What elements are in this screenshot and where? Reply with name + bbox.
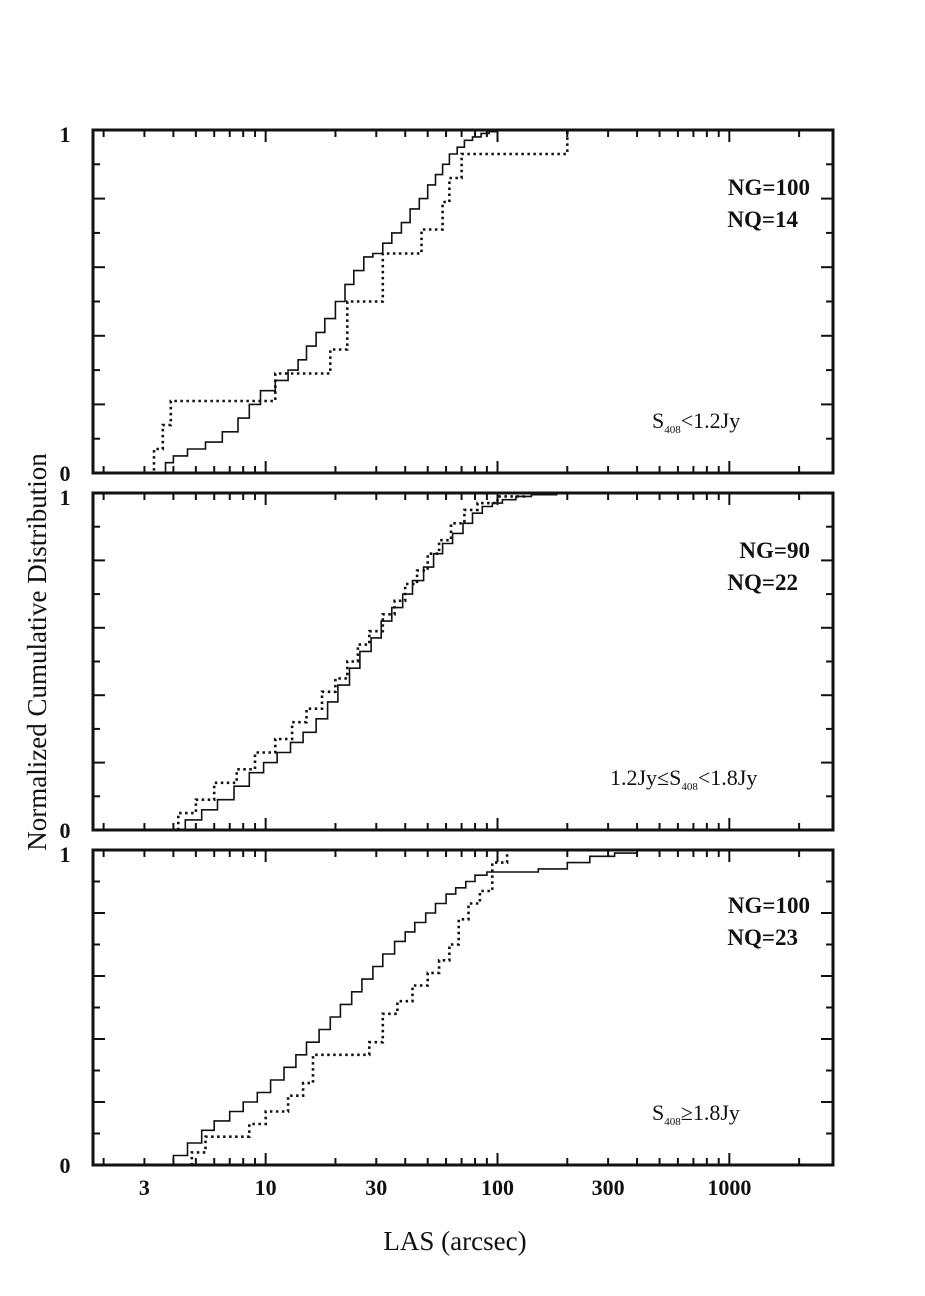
y-tick-label-0: 0 [60,461,71,486]
chart-panel-3: 1 0 NG=100 NQ=23 S408≥1.8Jy [60,842,835,1178]
ng-count-label: NG=90 [739,538,810,563]
x-tick-labels: 3 10 30 100 300 1000 [139,1175,751,1200]
flux-range-label: 1.2Jy≤S408<1.8Jy [610,765,757,793]
chart-panels: 10NG=100NQ=14S408<1.2Jy10NG=90NQ=221.2Jy… [60,122,835,1178]
x-axis-label: LAS (arcsec) [383,1226,526,1256]
flux-range-label: S408≥1.8Jy [652,1100,740,1128]
x-tick-label: 30 [365,1175,387,1200]
y-axis-ticks [93,880,833,1135]
x-tick-label: 1000 [707,1175,751,1200]
nq-count-label: NQ=23 [727,925,798,950]
dotted-cumulative-line [173,850,509,1167]
x-tick-label: 10 [255,1175,277,1200]
y-tick-label-0: 0 [60,1153,71,1178]
chart-panel-1: 1 0 NG=100 NQ=14 S408<1.2Jy [60,122,835,486]
solid-cumulative-line [160,850,638,1166]
solid-cumulative-line [157,130,499,474]
dotted-cumulative-line [160,493,526,832]
ng-count-label: NG=100 [728,175,810,200]
y-tick-label-1: 1 [60,122,71,147]
x-tick-label: 100 [481,1175,514,1200]
x-tick-label: 300 [592,1175,625,1200]
x-axis-ticks [102,850,801,1165]
x-axis-ticks [102,493,801,830]
flux-range-label: S408<1.2Jy [652,408,740,436]
dotted-cumulative-line [144,130,569,475]
y-tick-label-1: 1 [60,842,71,867]
solid-cumulative-line [168,492,573,831]
nq-count-label: NQ=14 [727,207,798,232]
ng-count-label: NG=100 [728,893,810,918]
x-tick-label: 3 [139,1175,150,1200]
y-axis-ticks [93,163,833,440]
chart-panel-2: 1 0 NG=90 NQ=22 1.2Jy≤S408<1.8Jy [60,485,835,843]
y-axis-label: Normalized Cumulative Distribution [22,453,52,851]
y-axis-ticks [93,525,833,798]
y-tick-label-0: 0 [60,818,71,843]
y-tick-label-1: 1 [60,485,71,510]
nq-count-label: NQ=22 [727,570,798,595]
